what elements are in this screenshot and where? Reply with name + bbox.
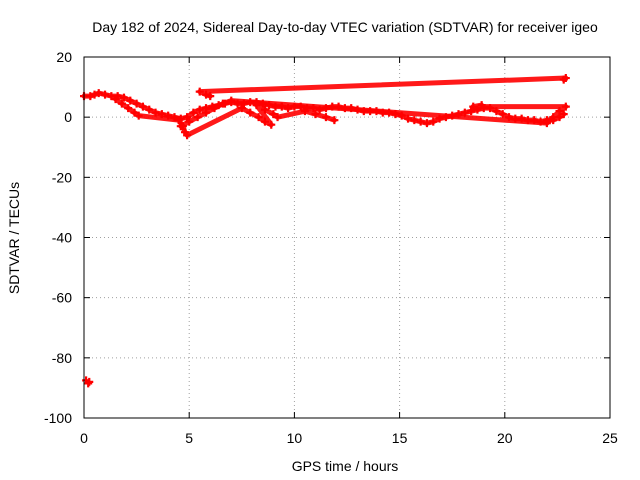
series-isolated-high-points — [195, 74, 570, 101]
y-tick-label: -80 — [52, 350, 72, 366]
y-tick-labels: -100 -80 -60 -40 -20 0 20 — [44, 49, 72, 426]
series-ascending-tracks — [176, 96, 570, 131]
series-band — [178, 98, 569, 129]
series-descending-tracks — [111, 95, 339, 140]
x-tick-label: 0 — [80, 430, 88, 446]
x-tick-label: 10 — [287, 430, 303, 446]
y-tick-label: -100 — [44, 410, 72, 426]
data-point — [85, 377, 94, 386]
chart-title: Day 182 of 2024, Sidereal Day-to-day VTE… — [92, 19, 598, 35]
x-tick-label: 15 — [392, 430, 408, 446]
y-tick-label: 0 — [64, 109, 72, 125]
y-axis-label: SDTVAR / TECUs — [6, 182, 22, 294]
x-axis-label: GPS time / hours — [292, 458, 399, 474]
x-tick-label: 20 — [497, 430, 513, 446]
data-points — [80, 74, 570, 388]
y-tick-label: -60 — [52, 290, 72, 306]
y-tick-label: -20 — [52, 169, 72, 185]
y-tick-label: 20 — [56, 49, 72, 65]
x-tick-label: 5 — [185, 430, 193, 446]
series-isolated-low-points — [82, 376, 94, 388]
x-tick-labels: 0 5 10 15 20 25 — [80, 430, 618, 446]
series-band — [197, 75, 569, 99]
plot-frame — [83, 56, 611, 419]
series-band — [113, 96, 337, 138]
y-tick-label: -40 — [52, 230, 72, 246]
x-tick-label: 25 — [602, 430, 618, 446]
